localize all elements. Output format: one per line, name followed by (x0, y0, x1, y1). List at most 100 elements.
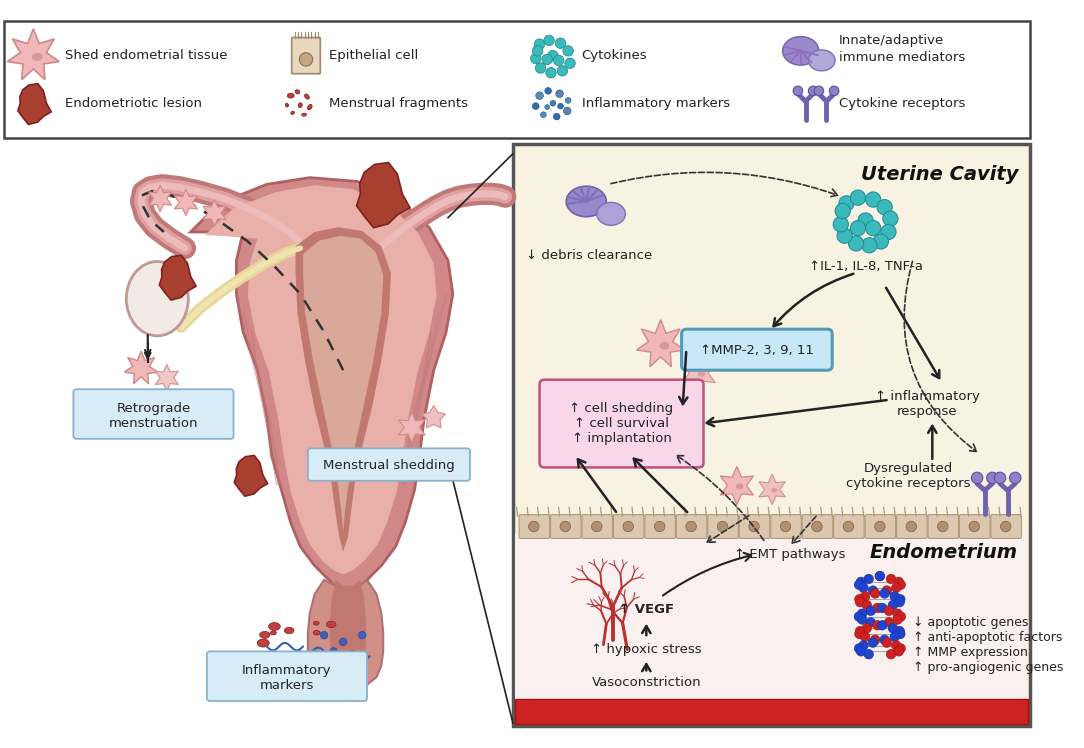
Text: ↑ hypoxic stress: ↑ hypoxic stress (591, 643, 701, 656)
Text: ↓ debris clearance: ↓ debris clearance (526, 249, 653, 263)
Circle shape (882, 211, 898, 226)
Text: Inflammatory
markers: Inflammatory markers (242, 664, 332, 692)
Circle shape (849, 236, 864, 251)
Polygon shape (203, 200, 227, 226)
FancyBboxPatch shape (308, 448, 470, 481)
Circle shape (563, 46, 573, 56)
Circle shape (547, 50, 558, 61)
Circle shape (877, 603, 887, 613)
Ellipse shape (772, 488, 777, 492)
FancyBboxPatch shape (4, 21, 1030, 138)
Circle shape (550, 100, 556, 106)
Circle shape (875, 571, 885, 581)
Circle shape (814, 86, 824, 96)
Ellipse shape (127, 262, 189, 336)
Circle shape (535, 92, 543, 99)
Circle shape (896, 580, 905, 589)
Polygon shape (357, 162, 410, 227)
Text: ↓ apoptotic genes
↑ anti-apoptotic factors
↑ MMP expression
↑ pro-angiogenic gen: ↓ apoptotic genes ↑ anti-apoptotic facto… (913, 616, 1063, 674)
Ellipse shape (295, 90, 300, 94)
Circle shape (553, 55, 564, 66)
Circle shape (534, 39, 545, 49)
Circle shape (834, 217, 849, 232)
Ellipse shape (270, 631, 276, 635)
Circle shape (839, 196, 854, 211)
Polygon shape (422, 405, 446, 428)
Circle shape (870, 635, 880, 645)
FancyBboxPatch shape (708, 515, 738, 539)
Circle shape (895, 598, 904, 607)
Circle shape (859, 583, 868, 592)
Circle shape (330, 648, 337, 655)
FancyBboxPatch shape (207, 652, 367, 701)
Circle shape (894, 577, 904, 586)
Circle shape (890, 632, 900, 642)
Circle shape (857, 609, 867, 619)
Circle shape (893, 615, 902, 625)
Circle shape (891, 641, 901, 650)
Circle shape (532, 102, 539, 109)
FancyBboxPatch shape (802, 515, 833, 539)
FancyBboxPatch shape (582, 515, 612, 539)
Ellipse shape (287, 94, 294, 98)
Circle shape (895, 629, 905, 639)
FancyBboxPatch shape (739, 515, 770, 539)
Circle shape (809, 86, 818, 96)
Polygon shape (175, 189, 197, 215)
Polygon shape (191, 177, 453, 594)
Circle shape (880, 589, 889, 598)
Text: ↑ cell shedding
↑ cell survival
↑ implantation: ↑ cell shedding ↑ cell survival ↑ implan… (569, 402, 673, 445)
Ellipse shape (260, 631, 270, 638)
FancyBboxPatch shape (896, 515, 927, 539)
Text: Innate/adaptive
immune mediators: Innate/adaptive immune mediators (839, 34, 965, 64)
Circle shape (854, 595, 864, 604)
Polygon shape (125, 351, 158, 384)
Circle shape (856, 646, 866, 656)
Ellipse shape (284, 628, 294, 634)
FancyBboxPatch shape (991, 515, 1021, 539)
Circle shape (565, 58, 576, 69)
Circle shape (866, 618, 876, 627)
Circle shape (850, 221, 866, 236)
Ellipse shape (269, 622, 281, 631)
Text: Epithelial cell: Epithelial cell (328, 49, 418, 62)
Text: Inflammatory markers: Inflammatory markers (581, 96, 730, 110)
Ellipse shape (326, 621, 336, 628)
Ellipse shape (313, 631, 320, 635)
FancyBboxPatch shape (513, 144, 1030, 726)
FancyBboxPatch shape (74, 389, 233, 439)
Ellipse shape (566, 186, 606, 217)
Circle shape (885, 618, 893, 627)
Circle shape (854, 612, 864, 622)
Circle shape (880, 635, 889, 645)
Text: ↑ EMT pathways: ↑ EMT pathways (734, 548, 846, 561)
Circle shape (623, 521, 633, 532)
Polygon shape (682, 354, 715, 392)
Circle shape (544, 35, 554, 46)
Circle shape (906, 521, 917, 532)
Text: Vasoconstriction: Vasoconstriction (592, 676, 701, 690)
Circle shape (557, 66, 568, 76)
Circle shape (560, 521, 570, 532)
Text: ↑ inflammatory
response: ↑ inflammatory response (875, 390, 980, 417)
Circle shape (837, 228, 852, 243)
Ellipse shape (33, 53, 42, 61)
Polygon shape (149, 186, 171, 212)
Circle shape (896, 644, 905, 653)
Circle shape (868, 586, 878, 595)
FancyBboxPatch shape (865, 515, 895, 539)
Text: Dysregulated
cytokine receptors: Dysregulated cytokine receptors (847, 462, 971, 490)
Circle shape (888, 623, 898, 633)
Text: Uterine Cavity: Uterine Cavity (861, 165, 1018, 184)
Circle shape (829, 86, 839, 96)
Circle shape (299, 53, 312, 66)
Text: Endometrium: Endometrium (870, 543, 1018, 562)
Polygon shape (18, 84, 51, 124)
FancyBboxPatch shape (682, 329, 833, 370)
Circle shape (545, 105, 550, 109)
Circle shape (971, 472, 983, 484)
Polygon shape (759, 474, 786, 505)
Circle shape (565, 97, 571, 103)
Circle shape (855, 626, 865, 636)
Polygon shape (636, 319, 685, 367)
